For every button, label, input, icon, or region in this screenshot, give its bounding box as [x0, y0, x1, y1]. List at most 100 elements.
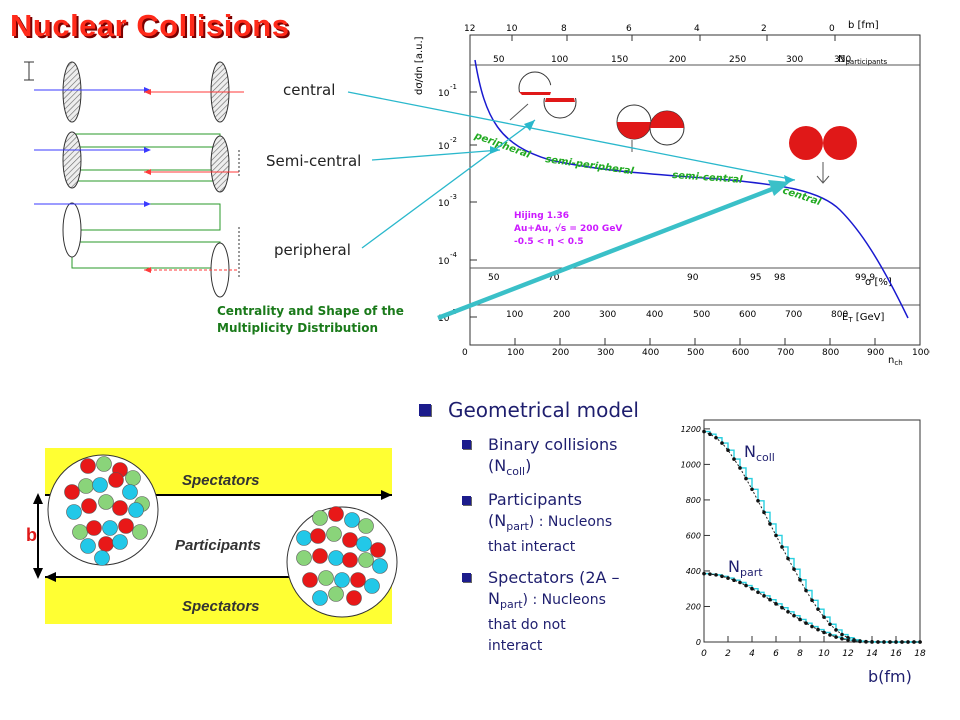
data-point [732, 578, 736, 582]
npart-tick-label: 250 [729, 55, 746, 65]
data-point [726, 576, 730, 580]
ncoll-series-label: Ncoll [744, 442, 775, 464]
data-point [834, 628, 838, 632]
peripheral-label: peripheral [274, 241, 351, 259]
data-point [912, 640, 916, 644]
sigma-tick-label: 90 [687, 273, 699, 283]
data-point [810, 598, 814, 603]
semi-central-label: Semi-central [266, 152, 362, 170]
nucleon [132, 524, 148, 540]
bchart-y-tick-label: 400 [686, 567, 701, 576]
data-point [762, 510, 766, 515]
y-axis-tick-exponent: -4 [450, 251, 458, 259]
et-tick-label: 700 [785, 310, 802, 320]
data-point [738, 466, 742, 470]
ncoll-npart-chart: 0 200 400 600 800 1000 1200 0 2 4 6 8 10 12 14 16 18 Nc… [681, 419, 926, 686]
legend-line-3: -0.5 < η < 0.5 [514, 237, 584, 247]
data-point [786, 556, 790, 561]
bchart-x-tick-label: 16 [890, 649, 902, 659]
sigma-tick-label: 70 [548, 273, 560, 283]
nucleon [125, 470, 141, 486]
bchart-x-tick-label: 18 [914, 649, 926, 659]
data-point [918, 640, 922, 644]
bchart-x-label: b(fm) [868, 667, 912, 686]
y-axis-tick-exponent: -1 [450, 83, 457, 91]
nucleon [312, 510, 328, 526]
b-axis-label: b [fm] [848, 20, 879, 31]
data-point [852, 639, 856, 643]
bullet-icon [462, 573, 471, 582]
bchart-x-tick-label: 8 [797, 649, 803, 659]
sigma-axis-label: σ [%] [865, 277, 892, 288]
b-axis-tick-label: 8 [561, 24, 567, 34]
data-point [738, 580, 742, 585]
et-tick-label: 600 [739, 310, 756, 320]
b-axis-tick-label: 4 [694, 24, 700, 34]
bchart-y-tick-label: 800 [686, 496, 701, 505]
nucleon [128, 502, 144, 518]
nucleon [118, 518, 134, 534]
npart-axis: 50 100 150 200 250 300 350 [493, 55, 851, 65]
bchart-x-tick-label: 14 [866, 649, 878, 659]
b-axis-tick-label: 12 [464, 24, 475, 34]
nucleon [98, 536, 114, 552]
b-axis-tick-label: 0 [829, 24, 835, 34]
data-point [744, 583, 748, 588]
data-point [702, 429, 706, 434]
nch-tick-label: 0 [462, 348, 468, 358]
y-axis-tick-label: 10 [438, 142, 450, 152]
data-point [708, 572, 712, 576]
b-axis-tick-label: 10 [506, 24, 518, 34]
nucleon [312, 548, 328, 564]
sigma-tick-label: 98 [774, 273, 786, 283]
bchart-y-tick-label: 1000 [681, 460, 701, 469]
bullet-icon [419, 404, 431, 416]
nch-tick-label: 900 [867, 348, 884, 358]
nucleon [356, 536, 372, 552]
data-point [846, 638, 850, 642]
data-point [894, 640, 898, 644]
nucleon [78, 478, 94, 494]
et-tick-label: 200 [553, 310, 570, 320]
bullet-icon [462, 440, 471, 449]
nucleon [358, 552, 374, 568]
bchart-y-tick-label: 600 [686, 531, 701, 540]
bchart-y-tick-label: 0 [696, 638, 701, 647]
legend-line-2: Au+Au, √s = 200 GeV [514, 223, 622, 234]
collision-geometry-sketches [24, 61, 244, 298]
data-point [870, 640, 874, 644]
nucleon [96, 456, 112, 472]
data-point [732, 457, 736, 461]
data-point [756, 499, 760, 503]
bchart-x-tick-label: 6 [773, 649, 779, 659]
nch-tick-label: 500 [687, 348, 704, 358]
data-point [726, 448, 730, 452]
nucleon [342, 532, 358, 548]
nucleon [122, 484, 138, 500]
data-point [888, 640, 892, 644]
nucleon [302, 572, 318, 588]
bullet-binary-collisions: Binary collisions (Ncoll) [488, 435, 618, 479]
central-collision-sketch [24, 61, 244, 123]
data-point [720, 441, 724, 445]
npart-tick-label: 150 [611, 55, 628, 65]
nucleon [94, 550, 110, 566]
npart-tick-label: 350 [834, 55, 851, 65]
et-tick-label: 800 [831, 310, 848, 320]
data-point [840, 637, 844, 641]
et-tick-label: 100 [506, 310, 523, 320]
overlap-icon-central [789, 126, 857, 184]
nucleon [312, 590, 328, 606]
nch-axis: 0 100 200 300 400 500 600 700 800 900 1000 [462, 338, 930, 358]
y-axis-tick-label: 10 [438, 257, 450, 267]
data-point [774, 602, 778, 606]
data-point [708, 432, 712, 437]
data-point [816, 627, 820, 632]
nucleon [80, 458, 96, 474]
data-point [804, 621, 808, 625]
bchart-x-tick-label: 0 [701, 649, 707, 659]
data-point [840, 632, 844, 637]
multiplicity-chart: 12 10 8 6 4 2 0 b [fm] 50 100 150 200 250 300 350 Np… [414, 20, 930, 367]
nucleon [318, 570, 334, 586]
y-axis-tick-exponent: -3 [450, 193, 457, 201]
